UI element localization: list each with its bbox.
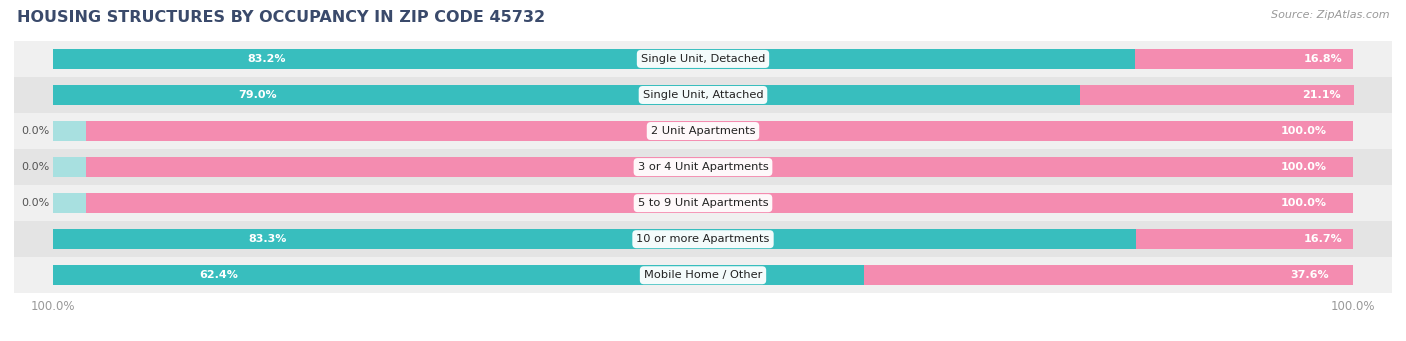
Bar xyxy=(1135,49,1353,69)
Text: 5 to 9 Unit Apartments: 5 to 9 Unit Apartments xyxy=(638,198,768,208)
Bar xyxy=(14,113,1392,149)
Text: 83.3%: 83.3% xyxy=(247,234,287,244)
Text: HOUSING STRUCTURES BY OCCUPANCY IN ZIP CODE 45732: HOUSING STRUCTURES BY OCCUPANCY IN ZIP C… xyxy=(17,10,546,25)
Text: 16.8%: 16.8% xyxy=(1303,54,1341,64)
Bar xyxy=(14,257,1392,293)
Bar xyxy=(53,121,86,141)
Text: Single Unit, Detached: Single Unit, Detached xyxy=(641,54,765,64)
Bar xyxy=(14,221,1392,257)
Text: 2 Unit Apartments: 2 Unit Apartments xyxy=(651,126,755,136)
Bar xyxy=(53,229,1136,249)
Bar xyxy=(14,149,1392,185)
Text: 100.0%: 100.0% xyxy=(1281,198,1327,208)
Text: 100.0%: 100.0% xyxy=(1281,162,1327,172)
Text: 100.0%: 100.0% xyxy=(1281,126,1327,136)
Text: Single Unit, Attached: Single Unit, Attached xyxy=(643,90,763,100)
Bar xyxy=(1136,229,1353,249)
Bar xyxy=(86,157,1353,177)
Text: 10 or more Apartments: 10 or more Apartments xyxy=(637,234,769,244)
Bar xyxy=(14,41,1392,77)
Text: 79.0%: 79.0% xyxy=(238,90,277,100)
Text: Mobile Home / Other: Mobile Home / Other xyxy=(644,270,762,280)
Bar xyxy=(53,157,86,177)
Bar xyxy=(14,77,1392,113)
Bar xyxy=(14,185,1392,221)
Text: 0.0%: 0.0% xyxy=(21,126,49,136)
Bar xyxy=(53,193,86,213)
Bar xyxy=(865,265,1353,285)
Bar xyxy=(86,193,1353,213)
Bar xyxy=(86,121,1353,141)
Bar xyxy=(53,85,1080,105)
Text: 83.2%: 83.2% xyxy=(247,54,287,64)
Text: 3 or 4 Unit Apartments: 3 or 4 Unit Apartments xyxy=(638,162,768,172)
Bar xyxy=(53,265,865,285)
Text: 0.0%: 0.0% xyxy=(21,162,49,172)
Text: 16.7%: 16.7% xyxy=(1303,234,1343,244)
Text: Source: ZipAtlas.com: Source: ZipAtlas.com xyxy=(1271,10,1389,20)
Bar xyxy=(53,49,1135,69)
Text: 0.0%: 0.0% xyxy=(21,198,49,208)
Text: 21.1%: 21.1% xyxy=(1302,90,1340,100)
Text: 62.4%: 62.4% xyxy=(200,270,238,280)
Bar xyxy=(1080,85,1354,105)
Text: 37.6%: 37.6% xyxy=(1289,270,1329,280)
